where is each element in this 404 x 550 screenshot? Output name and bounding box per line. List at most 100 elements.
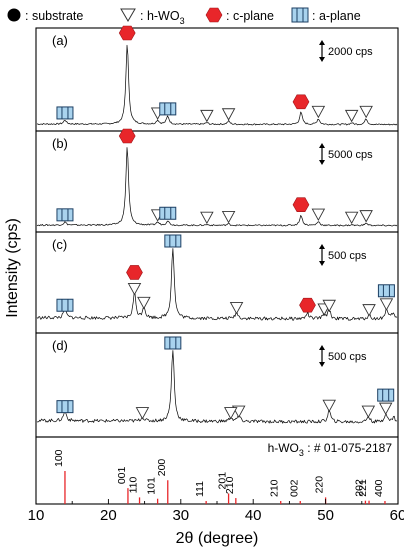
reference-title-prefix: h-WO xyxy=(268,441,299,455)
scale-bar-down-arrow-icon xyxy=(319,160,325,165)
hwo3-triangle-icon xyxy=(229,301,244,315)
xrd-trace xyxy=(36,147,398,227)
a-plane-square-icon xyxy=(159,102,177,116)
a-plane-square-body xyxy=(164,336,182,350)
scale-bar-label: 2000 cps xyxy=(328,46,373,58)
legend-hwo3-prefix: : h-WO xyxy=(140,9,180,23)
a-plane-square-icon xyxy=(159,206,177,220)
hwo3-triangle-icon xyxy=(322,299,336,313)
scale-bar-up-arrow-icon xyxy=(319,345,325,350)
reference-hkl-label: 200 xyxy=(156,459,168,477)
x-tick-label: 20 xyxy=(100,507,117,524)
legend-a-plane-label: : a-plane xyxy=(312,9,361,23)
hwo3-triangle-icon xyxy=(344,211,359,225)
hwo3-triangle-icon xyxy=(361,405,376,419)
panel-d: (d) 500 cps xyxy=(35,332,399,438)
hwo3-triangle-legend-icon xyxy=(120,8,136,22)
hwo3-triangle-icon xyxy=(135,407,150,420)
xrd-trace xyxy=(36,248,398,321)
x-tick-label: 30 xyxy=(172,507,189,524)
a-plane-square-legend-icon xyxy=(291,7,309,23)
reference-hkl-label: 100 xyxy=(53,449,65,467)
hwo3-triangle-icon xyxy=(200,211,214,225)
a-plane-square-icon xyxy=(164,234,182,248)
reference-title-subscript: 3 xyxy=(299,448,304,458)
scale-bar-down-arrow-icon xyxy=(319,261,325,266)
x-tick-label: 60 xyxy=(390,507,404,524)
reference-hkl-label: 400 xyxy=(373,479,385,497)
scale-bar-up-arrow-icon xyxy=(319,40,325,45)
panel-frame xyxy=(35,130,399,233)
x-tick-label: 10 xyxy=(28,507,45,524)
a-plane-square-icon xyxy=(56,208,74,222)
a-plane-square-icon xyxy=(56,106,74,120)
y-axis-title: Intensity (cps) xyxy=(4,218,21,318)
scale-bar-down-arrow-icon xyxy=(319,362,325,367)
a-plane-square-body xyxy=(164,234,182,248)
c-plane-hexagon-icon xyxy=(126,265,143,280)
reference-title-suffix: : # 01-075-2187 xyxy=(304,441,392,455)
panel-label: (c) xyxy=(52,237,67,252)
scale-bar-label: 5000 cps xyxy=(328,149,373,161)
c-plane-hexagon-icon xyxy=(299,297,316,313)
panel-a: (a) 2000 cps xyxy=(35,25,399,132)
legend-substrate-label: : substrate xyxy=(25,9,83,23)
a-plane-square-icon xyxy=(377,284,395,298)
a-plane-square-body xyxy=(56,298,74,312)
x-tick-label: 40 xyxy=(245,507,262,524)
hwo3-triangle-icon xyxy=(362,304,376,317)
hwo3-triangle-icon xyxy=(322,399,336,413)
a-plane-square-body xyxy=(56,106,74,120)
reference-hkl-label: 110 xyxy=(128,477,140,494)
hwo3-triangle-icon xyxy=(221,108,236,121)
reference-hkl-label: 202 xyxy=(353,479,365,497)
legend-hwo3-subscript: 3 xyxy=(180,16,185,26)
panel-c: (c) 500 cps xyxy=(35,231,399,334)
xrd-trace xyxy=(36,350,398,424)
hwo3-triangle-icon xyxy=(311,105,326,119)
substrate-legend-icon xyxy=(7,8,21,22)
scale-bar-up-arrow-icon xyxy=(319,244,325,249)
reference-hkl-label: 101 xyxy=(146,477,158,495)
reference-hkl-label: 220 xyxy=(314,476,326,494)
hwo3-triangle-icon xyxy=(221,210,236,224)
reference-hkl-label: 201 xyxy=(217,472,229,490)
reference-hkl-label: 221 xyxy=(357,479,369,497)
a-plane-square-body xyxy=(159,206,177,220)
a-plane-square-body xyxy=(377,284,395,298)
a-plane-square-icon xyxy=(377,388,395,402)
hwo3-triangle-icon xyxy=(359,210,373,223)
panel-b: (b) 5000 cps xyxy=(35,128,399,233)
reference-hkl-label: 111 xyxy=(194,481,206,497)
hwo3-triangle-icon xyxy=(344,109,359,123)
c-plane-hexagon-icon xyxy=(118,128,136,144)
hwo3-triangle-icon xyxy=(379,298,394,311)
a-plane-square-body xyxy=(56,400,74,414)
panel-label: (d) xyxy=(52,338,68,353)
scale-bar-label: 500 cps xyxy=(328,351,367,363)
legend: : substrate : h-WO3 : c-plane : a-plane xyxy=(7,7,361,26)
c-plane-hexagon-icon xyxy=(118,25,136,41)
a-plane-square-icon xyxy=(164,336,182,350)
panel-label: (a) xyxy=(52,33,68,48)
x-tick-label: 50 xyxy=(317,507,334,524)
a-plane-square-body xyxy=(56,208,74,222)
a-plane-square-icon xyxy=(56,298,74,312)
a-plane-square-icon xyxy=(56,400,74,414)
reference-hkl-label: 002 xyxy=(288,479,300,497)
hwo3-triangle-icon xyxy=(223,407,238,420)
diffraction-panels: (a) 2000 cps (b) 5000 cps (c) 500 cps (d) 500 c… xyxy=(35,25,399,438)
x-axis-ticks: 10 20 30 40 50 60 xyxy=(28,499,404,524)
hwo3-triangle-icon xyxy=(311,208,326,221)
x-axis-title: 2θ (degree) xyxy=(176,530,259,547)
hwo3-triangle-icon xyxy=(137,296,151,310)
hwo3-triangle-icon xyxy=(359,105,373,119)
legend-hwo3-label: : h-WO3 xyxy=(140,9,185,26)
hwo3-triangle-icon xyxy=(200,109,214,123)
hwo3-triangle-icon xyxy=(127,283,142,296)
reference-title: h-WO3 : # 01-075-2187 xyxy=(268,441,393,458)
a-plane-square-body xyxy=(377,388,395,402)
reference-hkl-label: 210 xyxy=(224,476,236,494)
